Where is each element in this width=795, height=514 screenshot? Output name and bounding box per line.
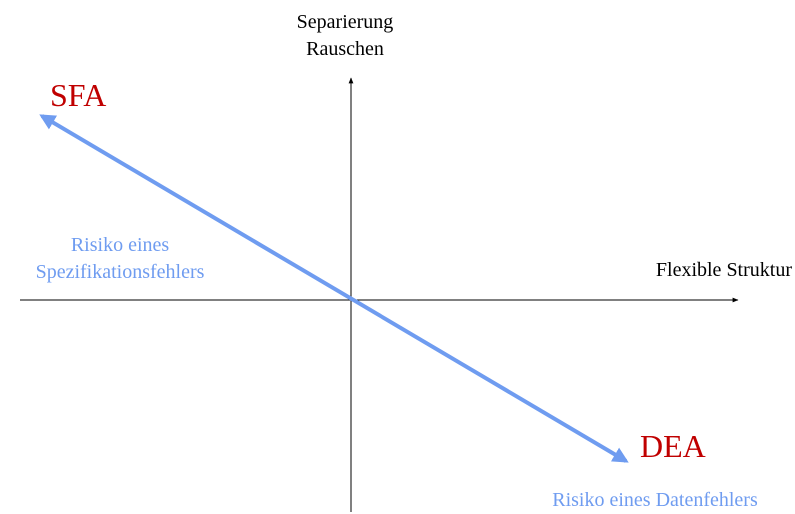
y-axis-label: Separierung bbox=[297, 11, 394, 33]
method-label: SFA bbox=[50, 77, 106, 113]
y-axis-label: Rauschen bbox=[306, 38, 384, 60]
risk-label: Risiko eines Datenfehlers bbox=[552, 489, 758, 511]
risk-label: Risiko eines bbox=[71, 234, 170, 256]
method-label: DEA bbox=[640, 428, 706, 464]
risk-label: Spezifikationsfehlers bbox=[36, 261, 205, 283]
tradeoff-arrow bbox=[39, 114, 629, 463]
x-axis-label: Flexible Struktur bbox=[656, 259, 792, 281]
